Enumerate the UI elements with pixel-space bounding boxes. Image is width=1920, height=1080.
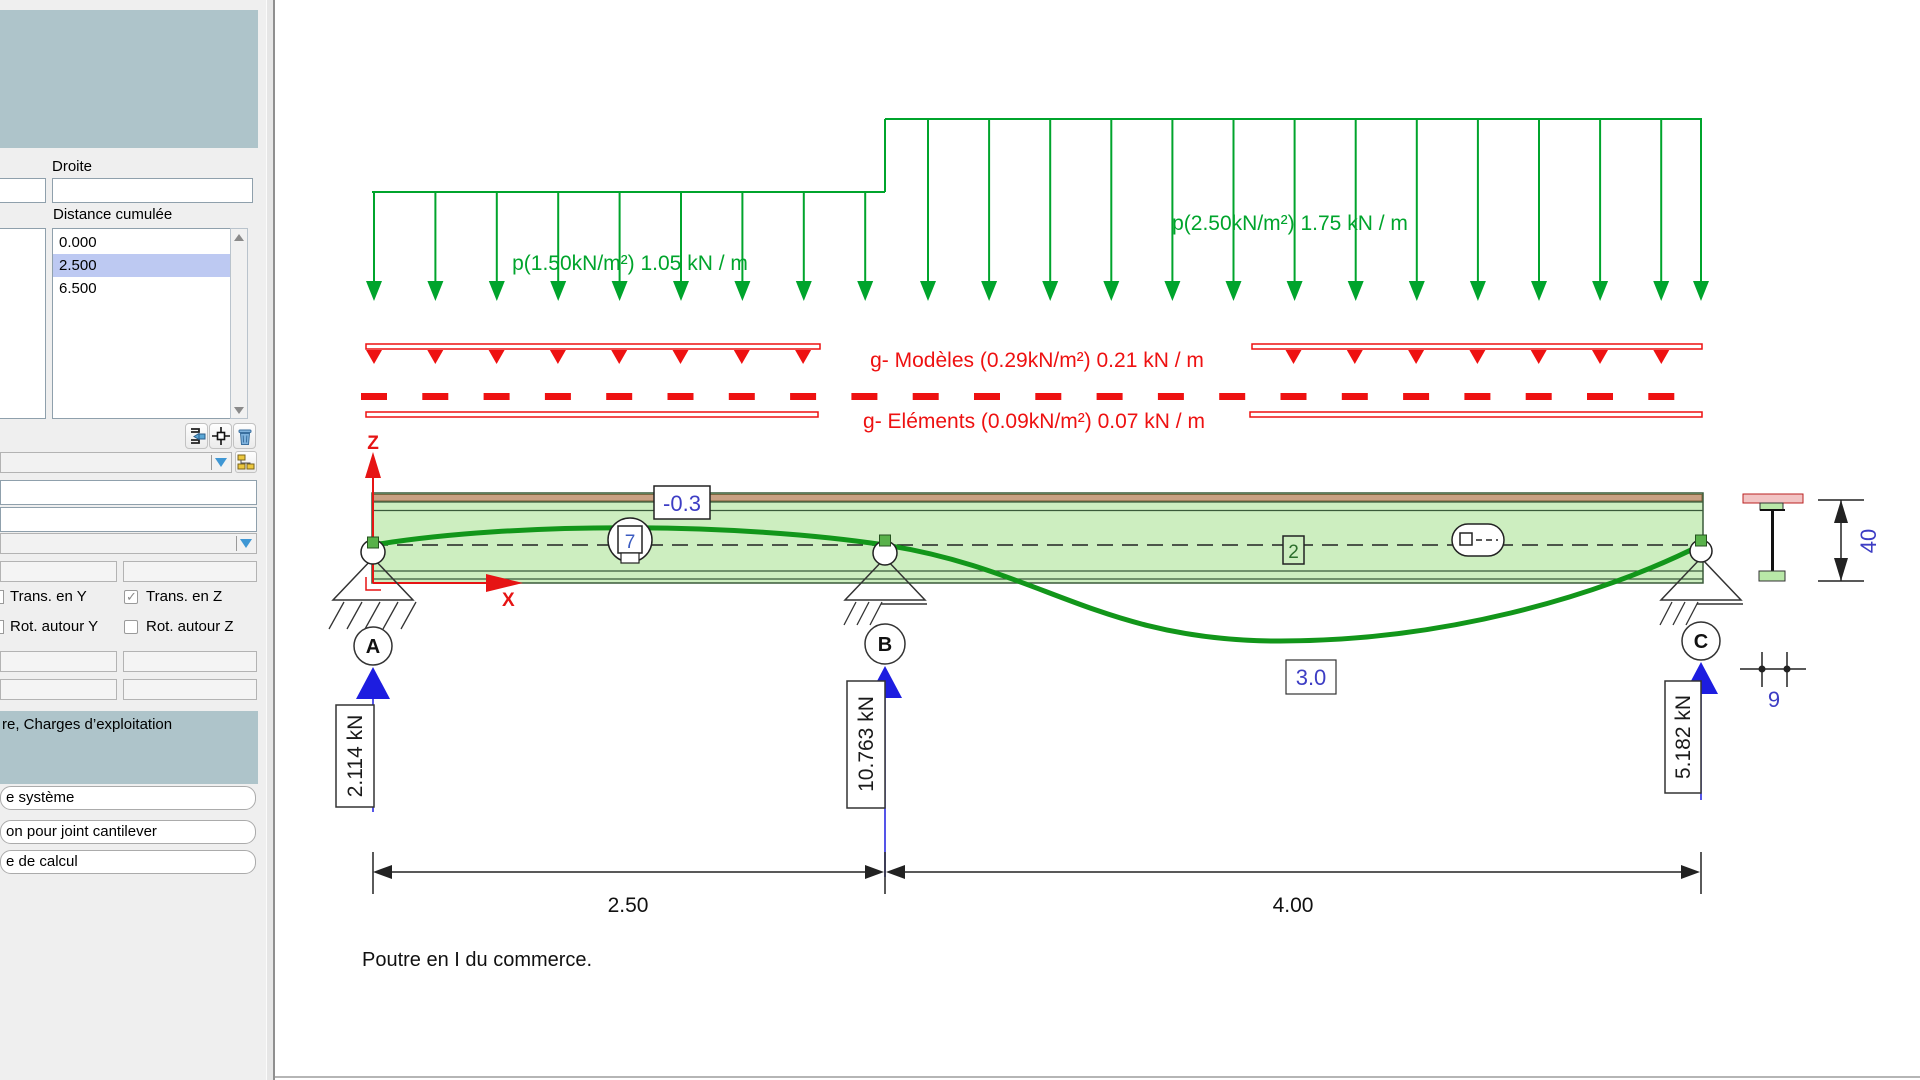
insert-node-icon: [190, 428, 205, 444]
load-g-elements-label: g- Eléments (0.09kN/m²) 0.07 kN / m: [863, 410, 1205, 433]
dropdown-separator: [236, 536, 237, 551]
distance-listbox[interactable]: 0.000 2.500 6.500: [52, 228, 231, 419]
load-g-elements: g- Eléments (0.09kN/m²) 0.07 kN / m: [361, 393, 1703, 433]
load-p-right-label: p(2.50kN/m²) 1.75 kN / m: [1172, 212, 1408, 235]
dropdown-arrow-icon: [240, 539, 252, 548]
dimension-left-span: 2.50: [608, 894, 649, 917]
span-dimensions: 2.50 4.00: [372, 852, 1702, 917]
left-listbox[interactable]: [0, 228, 46, 419]
section-dropdown[interactable]: [0, 452, 232, 473]
droite-input[interactable]: [52, 178, 253, 203]
charges-panel-text: re, Charges d’exploitation: [2, 716, 173, 733]
trans-z-label: Trans. en Z: [146, 588, 223, 605]
hierarchy-button[interactable]: [235, 451, 257, 473]
systeme-button[interactable]: e système: [0, 786, 256, 810]
left-coordinate-input[interactable]: [0, 178, 46, 203]
supports: [328, 556, 1743, 630]
joint-cantilever-button[interactable]: on pour joint cantilever: [0, 820, 256, 844]
load-arrows-left-span: [366, 192, 874, 301]
axis-x-label: X: [502, 590, 515, 611]
arrow-down-icon: [234, 406, 244, 414]
trans-y-checkbox[interactable]: [0, 590, 4, 604]
charges-panel: re, Charges d’exploitation: [0, 711, 258, 784]
tree-icon: [237, 454, 255, 470]
distributed-load-p: p(1.50kN/m²) 1.05 kN / m p(2.50kN/m²) 1.…: [366, 118, 1709, 301]
material-dropdown[interactable]: [0, 533, 257, 554]
axis-z-label: Z: [367, 433, 379, 454]
distance-list-scrollbar[interactable]: [230, 228, 248, 419]
deflection-value-left: -0.3: [653, 485, 711, 520]
scroll-up-button[interactable]: [231, 229, 247, 245]
distance-cumulee-label: Distance cumulée: [53, 206, 173, 223]
deflection-left-value: -0.3: [663, 491, 701, 516]
reaction-c-value: 5.182 kN: [1672, 695, 1695, 779]
insert-node-button[interactable]: [185, 423, 208, 449]
sidebar-header-panel: [0, 10, 258, 148]
rot-y-checkbox[interactable]: [0, 620, 4, 634]
value-box: [0, 561, 117, 582]
section-marker-7-label: 7: [625, 532, 636, 553]
property-input-2[interactable]: [0, 507, 257, 532]
rot-z-label: Rot. autour Z: [146, 618, 234, 635]
load-g-elements-marks: [361, 393, 1675, 400]
reaction-b: 10.763 kN: [846, 666, 902, 877]
value-box: [123, 679, 257, 700]
support-b-label: B: [878, 634, 892, 656]
list-item-selected[interactable]: 2.500: [53, 254, 230, 277]
diagram-caption: Poutre en I du commerce.: [362, 949, 592, 971]
load-g-modeles: g- Modèles (0.29kN/m²) 0.21 kN / m: [365, 343, 1703, 372]
snap-point-button[interactable]: [209, 423, 232, 449]
deflection-right-value: 3.0: [1296, 665, 1327, 690]
arrow-up-icon: [234, 233, 244, 241]
property-input-1[interactable]: [0, 480, 257, 505]
support-labels: A B C: [353, 621, 1721, 666]
calcul-button[interactable]: e de calcul: [0, 850, 256, 874]
panel-divider[interactable]: [266, 0, 275, 1080]
connector-symbol[interactable]: [1451, 523, 1505, 557]
reaction-a: 2.114 kN: [335, 667, 390, 812]
crosshair-icon: [211, 427, 230, 445]
section-height-value: 40: [1856, 529, 1881, 553]
support-c-label: C: [1694, 631, 1708, 653]
trans-z-checkbox[interactable]: [124, 589, 138, 605]
load-g-modeles-marks: [366, 350, 1670, 364]
load-p-left-label: p(1.50kN/m²) 1.05 kN / m: [512, 252, 748, 275]
properties-sidebar: Droite Distance cumulée 0.000 2.500 6.50…: [0, 0, 266, 1080]
support-a-label: A: [366, 636, 380, 658]
value-box: [0, 651, 117, 672]
reaction-a-value: 2.114 kN: [344, 715, 367, 798]
dimension-right-span: 4.00: [1273, 894, 1314, 917]
element-marker-2[interactable]: 2: [1282, 535, 1305, 565]
rot-y-label: Rot. autour Y: [10, 618, 99, 635]
section-marker-7[interactable]: 7: [607, 517, 653, 564]
reaction-b-value: 10.763 kN: [855, 696, 878, 792]
list-item[interactable]: 0.000: [59, 234, 97, 251]
droite-label: Droite: [52, 158, 93, 175]
dropdown-arrow-icon: [215, 458, 227, 467]
delete-button[interactable]: [233, 423, 256, 449]
rot-z-checkbox[interactable]: [124, 620, 138, 634]
cross-section: 40 9: [1740, 493, 1881, 712]
trans-y-label: Trans. en Y: [10, 588, 87, 605]
beam-nodes: [367, 534, 1707, 549]
scroll-down-button[interactable]: [231, 402, 247, 418]
deflection-value-right: 3.0: [1285, 659, 1337, 695]
value-box: [123, 651, 257, 672]
list-item[interactable]: 6.500: [59, 280, 97, 297]
load-arrows-right-span: [920, 119, 1709, 301]
element-marker-2-label: 2: [1288, 542, 1299, 563]
value-box: [123, 561, 257, 582]
value-box: [0, 679, 117, 700]
trash-icon: [238, 429, 251, 445]
load-g-modeles-label: g- Modèles (0.29kN/m²) 0.21 kN / m: [870, 349, 1204, 372]
section-width-value: 9: [1768, 687, 1780, 712]
reaction-c: 5.182 kN: [1664, 662, 1718, 800]
dropdown-separator: [211, 455, 212, 470]
